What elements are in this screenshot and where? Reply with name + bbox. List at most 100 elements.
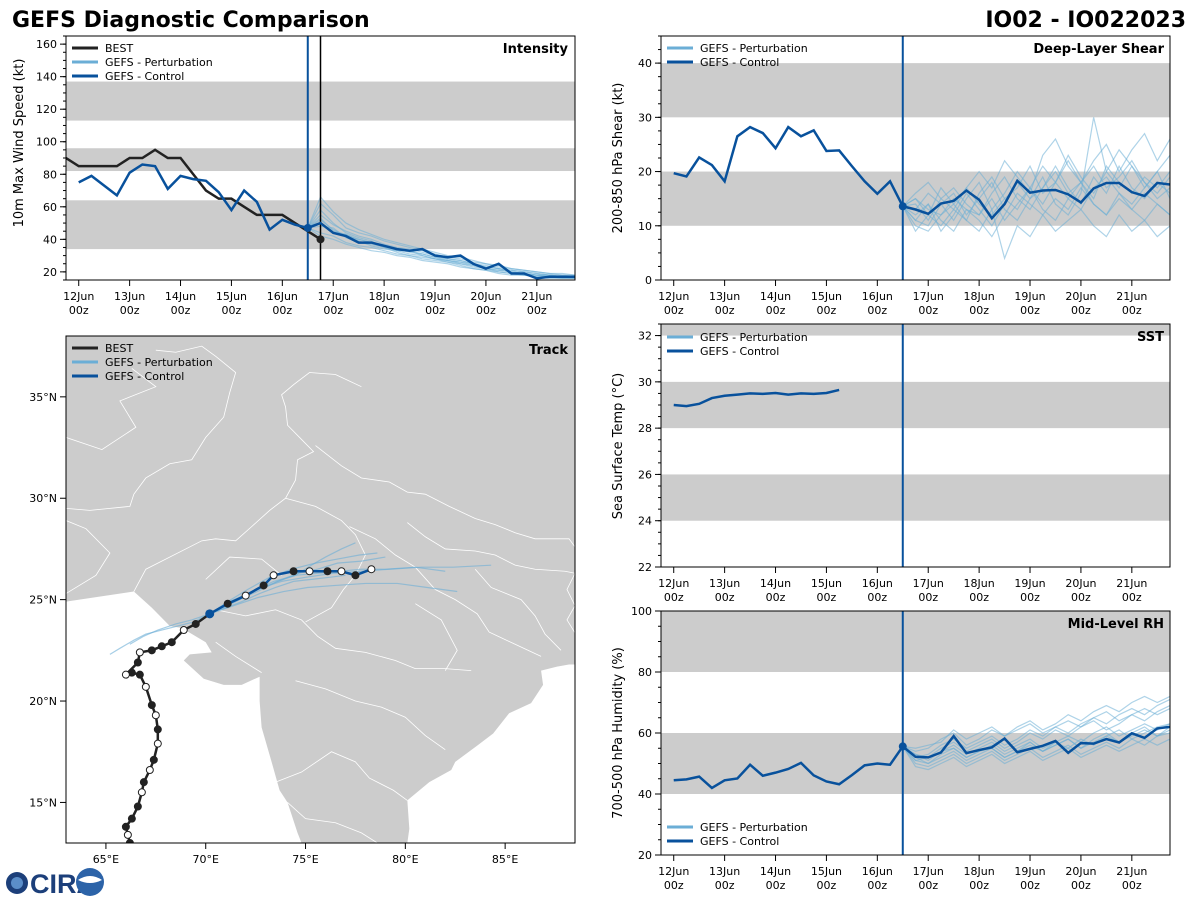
intensity-perturbation-line	[307, 195, 575, 276]
shear-x-tick-hour: 00z	[1122, 304, 1142, 317]
track-best-point	[179, 626, 188, 635]
shear-x-tick-hour: 00z	[1020, 304, 1040, 317]
rh-perturbation-line	[902, 698, 1170, 759]
rh-panel: 700-500 hPa Humidity (%) 20 40 60 80 100 12Ju…	[611, 605, 1171, 892]
shear-x-tick-date: 20Jun	[1065, 290, 1096, 303]
rh-x-tick-hour: 00z	[969, 879, 989, 892]
shear-threshold-band	[661, 63, 1170, 118]
track-best-point	[167, 638, 176, 647]
political-border	[474, 568, 562, 651]
track-best-point	[137, 788, 146, 797]
sst-threshold-band	[661, 474, 1170, 521]
track-control-point	[337, 567, 346, 576]
track-y-tick-label: 15°N	[29, 796, 57, 809]
track-best-point	[191, 619, 200, 628]
rh-title: Mid-Level RH	[1068, 617, 1164, 632]
legend-perturbation-label: GEFS - Perturbation	[105, 356, 213, 369]
shear-x-tick-date: 15Jun	[811, 290, 842, 303]
shear-perturbation-line	[902, 132, 1170, 211]
shear-x-tick-date: 13Jun	[709, 290, 740, 303]
intensity-y-tick-label: 140	[36, 71, 57, 84]
rh-control-init-point	[898, 742, 907, 751]
intensity-x-tick-date: 21Jun	[521, 290, 552, 303]
track-control-point	[269, 571, 278, 580]
sst-x-tick-date: 19Jun	[1014, 577, 1045, 590]
cira-globe-inner	[11, 877, 23, 889]
track-best-point	[147, 646, 156, 655]
sst-x-tick-hour: 00z	[918, 591, 938, 604]
intensity-title: Intensity	[503, 42, 569, 57]
shear-y-tick-label: 30	[638, 111, 652, 124]
intensity-x-tick-date: 13Jun	[114, 290, 145, 303]
sst-frame	[660, 323, 1171, 568]
track-control-point	[323, 567, 332, 576]
track-control-point	[223, 599, 232, 608]
intensity-x-tick-hour: 00z	[272, 304, 292, 317]
intensity-y-tick-label: 120	[36, 103, 57, 116]
shear-y-tick-label: 0	[645, 274, 652, 287]
political-border	[349, 526, 542, 657]
rh-x-tick-date: 14Jun	[760, 865, 791, 878]
intensity-frame	[65, 35, 576, 281]
political-border	[285, 497, 366, 623]
sst-x-tick-hour: 00z	[766, 591, 786, 604]
intensity-x-tick-date: 14Jun	[165, 290, 196, 303]
shear-control-line	[673, 125, 1170, 221]
rh-x-tick-hour: 00z	[1071, 879, 1091, 892]
shear-title: Deep-Layer Shear	[1033, 42, 1164, 57]
sst-x-tick-date: 18Jun	[964, 577, 995, 590]
shear-x-tick-date: 18Jun	[964, 290, 995, 303]
shear-perturbation-line	[902, 186, 1170, 238]
sst-x-tick-hour: 00z	[715, 591, 735, 604]
track-frame	[65, 335, 576, 844]
sst-y-tick-label: 24	[638, 515, 652, 528]
intensity-y-tick-label: 80	[43, 168, 57, 181]
track-best-point	[153, 739, 162, 748]
track-y-tick-label: 25°N	[29, 594, 57, 607]
legend-best-label: BEST	[105, 342, 133, 355]
rh-x-tick-date: 12Jun	[658, 865, 689, 878]
sst-x-tick-date: 17Jun	[913, 577, 944, 590]
track-control-point	[367, 565, 376, 574]
intensity-x-tick-hour: 00z	[374, 304, 394, 317]
noaa-bird-icon	[78, 876, 102, 883]
track-best-point	[133, 802, 142, 811]
rh-y-tick-label: 60	[638, 727, 652, 740]
intensity-best-line	[66, 148, 322, 241]
rh-plot-area	[661, 611, 1170, 855]
rh-legend: GEFS - Perturbation GEFS - Control	[667, 821, 808, 848]
shear-x-tick-date: 21Jun	[1116, 290, 1147, 303]
rh-x-tick-date: 13Jun	[709, 865, 740, 878]
track-best-point	[145, 765, 154, 774]
track-best-point	[151, 711, 160, 720]
shear-x-tick-date: 17Jun	[913, 290, 944, 303]
track-best-point	[127, 814, 136, 823]
page-title: GEFS Diagnostic Comparison	[12, 8, 370, 33]
intensity-y-tick-label: 20	[43, 266, 57, 279]
track-best-point	[139, 778, 148, 787]
sst-panel: Sea Surface Temp (°C) 22242628303212Jun0…	[611, 323, 1171, 604]
shear-x-tick-hour: 00z	[817, 304, 837, 317]
rh-perturbation-line	[902, 707, 1170, 749]
intensity-ylabel: 10m Max Wind Speed (kt)	[12, 59, 27, 228]
political-border	[287, 802, 378, 843]
track-init-point	[205, 609, 215, 619]
shear-panel: 200-850 hPa Shear (kt) 01020304012Jun00z…	[611, 35, 1171, 317]
rh-x-tick-date: 20Jun	[1065, 865, 1096, 878]
political-border	[415, 603, 458, 671]
political-border	[215, 609, 472, 672]
shear-x-tick-date: 12Jun	[658, 290, 689, 303]
political-border	[215, 641, 262, 673]
rh-perturbation-line	[902, 738, 1170, 771]
shear-perturbation-line	[902, 205, 1170, 261]
track-best-point	[121, 822, 130, 831]
rh-x-tick-hour: 00z	[1122, 879, 1142, 892]
sst-x-tick-date: 13Jun	[709, 577, 740, 590]
sst-y-tick-label: 26	[638, 468, 652, 481]
sst-y-tick-label: 22	[638, 561, 652, 574]
shear-x-tick-date: 14Jun	[760, 290, 791, 303]
intensity-best-last-point	[316, 235, 325, 244]
rh-y-tick-label: 100	[631, 605, 652, 618]
rh-x-tick-date: 18Jun	[964, 865, 995, 878]
track-x-tick-label: 70°E	[192, 853, 218, 866]
